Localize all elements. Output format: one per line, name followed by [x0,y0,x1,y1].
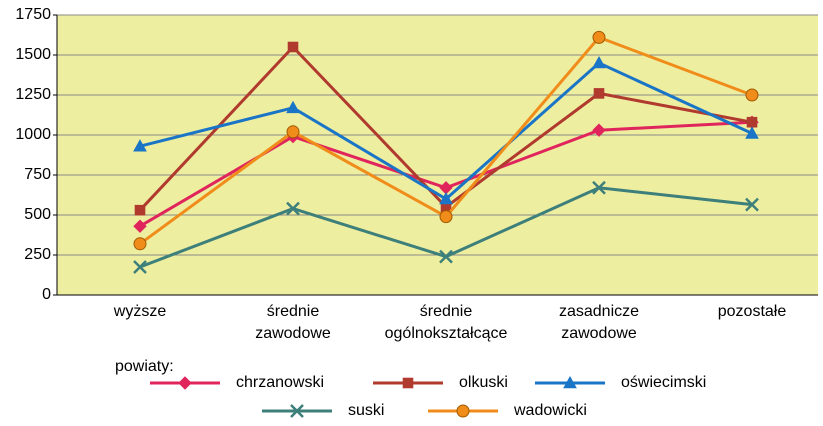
y-tick-label: 1750 [15,6,51,23]
marker [745,88,759,102]
marker [439,191,453,205]
marker [133,219,147,233]
marker [134,204,146,216]
marker [563,375,577,389]
marker [133,139,147,152]
legend-label: oświecimski [621,374,706,391]
legend-title: powiaty: [115,358,174,375]
x-tick-label: pozostałe [718,303,787,320]
x-tick-label: średnie [420,303,473,320]
marker [439,249,453,264]
marker [402,377,414,389]
legend-label: suski [348,402,384,419]
y-tick-label: 250 [24,246,51,263]
y-tick-label: 750 [24,166,51,183]
marker [745,197,759,212]
marker [592,123,606,137]
marker [286,125,300,139]
legend-label: wadowicki [513,402,587,419]
marker [287,41,299,53]
x-tick-label: ogólnokształcące [385,325,508,342]
y-tick-label: 1000 [15,126,51,143]
marker [456,404,470,418]
x-tick-label: zasadnicze [559,303,639,320]
marker [178,376,192,390]
x-tick-label: wyższe [113,303,167,320]
marker [592,30,606,44]
legend-label: chrzanowski [236,374,324,391]
y-tick-label: 0 [42,286,51,303]
marker [290,404,304,418]
marker [133,237,147,251]
y-tick-label: 1500 [15,46,51,63]
marker [133,260,147,274]
marker [286,201,300,216]
marker [746,116,758,128]
marker [592,55,606,69]
marker [286,100,300,114]
x-tick-label: średnie [267,303,320,320]
marker [593,88,605,99]
legend-label: olkuski [459,374,508,391]
marker [745,126,759,139]
y-tick-label: 1250 [15,86,51,103]
plot-area [57,15,818,295]
marker [592,180,606,195]
y-tick-label: 500 [24,206,51,223]
marker [439,210,453,224]
x-tick-label: zawodowe [255,325,331,342]
x-tick-label: zawodowe [561,325,637,342]
